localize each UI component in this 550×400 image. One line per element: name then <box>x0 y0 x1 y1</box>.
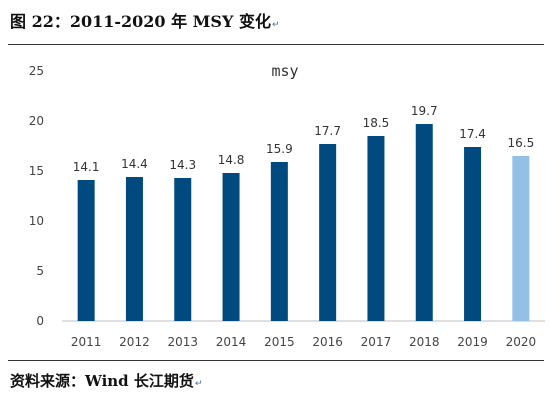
x-tick-label-2018: 2018 <box>409 335 440 349</box>
figure-title: 图 22：2011-2020 年 MSY 变化↵ <box>10 8 280 32</box>
data-label-2018: 19.7 <box>411 104 438 118</box>
bars <box>77 124 530 321</box>
data-label-2014: 14.8 <box>218 153 245 167</box>
data-label-2020: 16.5 <box>507 136 534 150</box>
x-tick-label-2019: 2019 <box>457 335 488 349</box>
source-note: 资料来源：Wind 长江期货↵ <box>10 370 202 391</box>
y-tick-label: 5 <box>36 264 44 278</box>
x-tick-label-2011: 2011 <box>71 335 102 349</box>
data-label-2019: 17.4 <box>459 127 486 141</box>
data-label-2011: 14.1 <box>73 160 100 174</box>
paragraph-mark: ↵ <box>194 379 203 389</box>
y-axis-labels: 0 5 10 15 20 25 <box>29 64 44 328</box>
top-rule <box>8 44 544 45</box>
x-tick-label-2015: 2015 <box>264 335 295 349</box>
bar-2011 <box>77 180 95 321</box>
bar-2015 <box>270 162 288 321</box>
x-tick-label-2020: 2020 <box>506 335 537 349</box>
bottom-rule <box>8 360 544 361</box>
y-tick-label: 20 <box>29 114 44 128</box>
x-tick-label-2012: 2012 <box>119 335 150 349</box>
bar-2019 <box>464 147 482 321</box>
bar-2013 <box>174 178 192 321</box>
data-label-2017: 18.5 <box>363 116 390 130</box>
data-label-2013: 14.3 <box>169 158 196 172</box>
data-label-2015: 15.9 <box>266 142 293 156</box>
x-axis-labels: 2011 2012 2013 2014 2015 2016 2017 2018 2019 2020 <box>71 335 536 349</box>
paragraph-mark: ↵ <box>271 20 280 30</box>
chart-title: msy <box>271 62 298 80</box>
bar-2020 <box>512 156 530 321</box>
data-labels: 14.1 14.4 14.3 14.8 15.9 17.7 18.5 19.7 17.4 16.5 <box>73 104 534 174</box>
y-tick-label: 15 <box>29 164 44 178</box>
bar-2016 <box>319 144 337 321</box>
data-label-2016: 17.7 <box>314 124 341 138</box>
bar-2018 <box>415 124 433 321</box>
data-label-2012: 14.4 <box>121 157 148 171</box>
bar-2017 <box>367 136 385 321</box>
y-tick-label: 10 <box>29 214 44 228</box>
x-tick-label-2016: 2016 <box>312 335 343 349</box>
source-text: 资料来源：Wind 长江期货 <box>10 372 194 390</box>
y-tick-label: 25 <box>29 64 44 78</box>
bar-2012 <box>125 177 143 321</box>
x-tick-label-2014: 2014 <box>216 335 247 349</box>
x-tick-label-2013: 2013 <box>167 335 198 349</box>
x-tick-label-2017: 2017 <box>361 335 392 349</box>
figure-title-text: 图 22：2011-2020 年 MSY 变化 <box>10 12 271 31</box>
bar-2014 <box>222 173 240 321</box>
y-tick-label: 0 <box>36 314 44 328</box>
